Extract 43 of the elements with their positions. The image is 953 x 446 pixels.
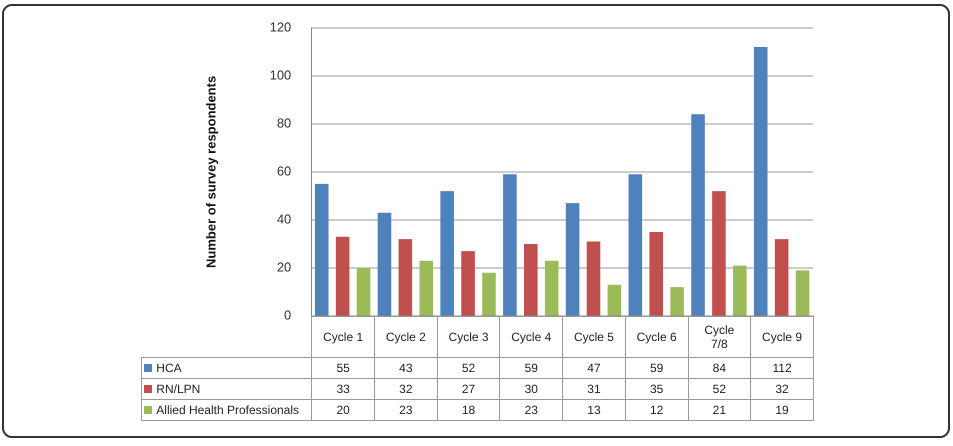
data-label: 59 [500, 358, 563, 378]
legend-label: RN/LPN [142, 378, 312, 400]
x-tick-label: Cycle 4 [500, 316, 563, 358]
x-tick-label: Cycle 6 [625, 316, 688, 358]
data-label: 112 [750, 358, 814, 378]
data-label: 21 [688, 400, 751, 420]
data-label: 31 [562, 378, 626, 400]
data-label: 20 [312, 400, 374, 420]
y-tick-label: 20 [276, 260, 292, 275]
x-tick-label: Cycle 3 [437, 316, 500, 358]
y-tick-label: 0 [284, 308, 292, 323]
legend-label: Allied Health Professionals [142, 400, 312, 420]
data-label: 55 [312, 358, 374, 378]
y-tick-label: 60 [276, 163, 292, 178]
x-tick-label: Cycle 7/8 [688, 316, 751, 358]
data-label: 32 [374, 378, 438, 400]
data-label: 52 [437, 358, 500, 378]
x-tick-label: Cycle 2 [374, 316, 438, 358]
y-axis-title: Number of survey respondents [203, 76, 218, 268]
y-tick-label: 100 [270, 67, 292, 82]
x-tick-label: Cycle 1 [312, 316, 374, 358]
data-label: 12 [625, 400, 688, 420]
data-label: 19 [750, 400, 814, 420]
data-label: 35 [625, 378, 688, 400]
data-label: 52 [688, 378, 751, 400]
x-tick-label: Cycle 5 [562, 316, 626, 358]
data-label: 43 [374, 358, 438, 378]
y-tick-label: 80 [276, 115, 292, 130]
y-tick-label: 120 [270, 19, 292, 34]
data-label: 32 [750, 378, 814, 400]
data-label: 27 [437, 378, 500, 400]
data-label: 33 [312, 378, 374, 400]
data-label: 84 [688, 358, 751, 378]
data-label: 13 [562, 400, 626, 420]
data-label: 23 [500, 400, 563, 420]
data-label: 23 [374, 400, 438, 420]
x-tick-label: Cycle 9 [750, 316, 814, 358]
data-label: 18 [437, 400, 500, 420]
legend-label: HCA [142, 358, 312, 378]
data-label: 30 [500, 378, 563, 400]
y-tick-label: 40 [276, 212, 292, 227]
data-label: 59 [625, 358, 688, 378]
data-label: 47 [562, 358, 626, 378]
